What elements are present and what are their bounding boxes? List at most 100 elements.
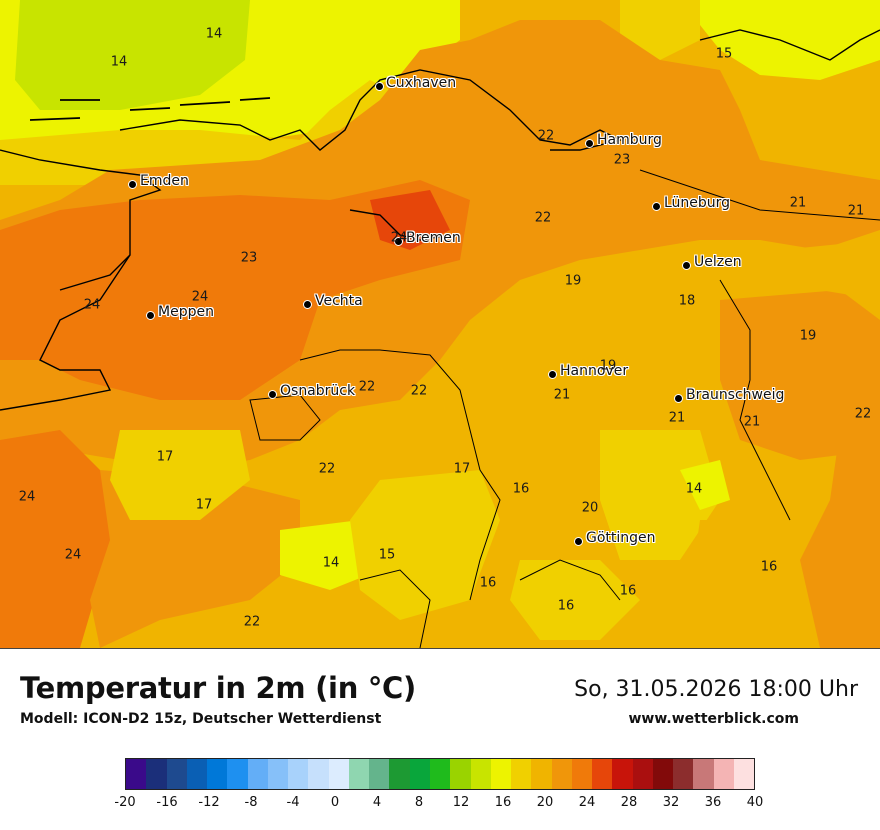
city-dot-bremen xyxy=(394,237,403,246)
legend-tick-label: 12 xyxy=(452,795,470,810)
legend-tick-label: 20 xyxy=(536,795,554,810)
legend-swatch xyxy=(693,759,714,789)
map-value: 22 xyxy=(410,383,428,399)
legend-tick-label: 24 xyxy=(578,795,596,810)
map-value: 16 xyxy=(512,481,530,497)
city-label-meppen: Meppen xyxy=(158,304,214,320)
legend-swatch xyxy=(308,759,329,789)
map-value: 24 xyxy=(83,297,101,313)
legend-swatch xyxy=(531,759,552,789)
map-value: 21 xyxy=(743,414,761,430)
legend-tick-label: 8 xyxy=(414,795,424,810)
map-value: 22 xyxy=(854,406,872,422)
map-value: 17 xyxy=(453,461,471,477)
legend-swatch xyxy=(389,759,410,789)
map-value: 21 xyxy=(668,410,686,426)
map-value: 17 xyxy=(156,449,174,465)
legend-swatch xyxy=(247,759,268,789)
temperature-field xyxy=(0,0,880,648)
city-dot-emden xyxy=(128,180,137,189)
city-dot-cuxhaven xyxy=(375,82,384,91)
legend-tick-label: 32 xyxy=(662,795,680,810)
legend-tick-label: 36 xyxy=(704,795,722,810)
legend-swatch xyxy=(632,759,653,789)
map-value: 20 xyxy=(581,500,599,516)
map-value: 24 xyxy=(64,547,82,563)
legend-swatch xyxy=(328,759,349,789)
city-dot-uelzen xyxy=(682,261,691,270)
legend-swatch xyxy=(470,759,491,789)
city-label-cuxhaven: Cuxhaven xyxy=(386,75,457,91)
legend-swatch xyxy=(186,759,208,789)
legend-tick-label: 40 xyxy=(746,795,764,810)
legend-swatch xyxy=(450,759,471,789)
city-label-emden: Emden xyxy=(140,173,189,189)
city-dot-hannover xyxy=(548,370,557,379)
city-dot-osnabrueck xyxy=(268,390,277,399)
legend-swatch xyxy=(267,759,289,789)
city-label-uelzen: Uelzen xyxy=(694,254,742,270)
legend-tick-label: -4 xyxy=(286,795,300,810)
forecast-datetime: So, 31.05.2026 18:00 Uhr xyxy=(574,677,858,702)
legend-swatch xyxy=(571,759,593,789)
map-title: Temperatur in 2m (in °C) xyxy=(20,671,416,705)
temperature-map xyxy=(0,0,880,649)
legend-swatch xyxy=(369,759,390,789)
website-label: www.wetterblick.com xyxy=(628,711,800,727)
map-value: 15 xyxy=(715,46,733,62)
city-label-lueneburg: Lüneburg xyxy=(664,195,731,211)
map-value: 16 xyxy=(619,583,637,599)
legend-swatch xyxy=(551,759,572,789)
city-dot-meppen xyxy=(146,311,155,320)
color-legend-bar xyxy=(125,758,755,790)
legend-swatch xyxy=(409,759,430,789)
map-value: 24 xyxy=(191,289,209,305)
legend-tick-label: 0 xyxy=(330,795,340,810)
legend-tick-label: -20 xyxy=(114,795,136,810)
legend-tick-label: -8 xyxy=(244,795,258,810)
map-value: 17 xyxy=(195,497,213,513)
map-value: 14 xyxy=(110,54,128,70)
legend-swatch xyxy=(652,759,674,789)
map-value: 22 xyxy=(358,379,376,395)
city-dot-hamburg xyxy=(585,139,594,148)
map-value: 21 xyxy=(789,195,807,211)
city-dot-lueneburg xyxy=(652,202,661,211)
map-value: 22 xyxy=(534,210,552,226)
map-value: 14 xyxy=(322,555,340,571)
map-value: 22 xyxy=(243,614,261,630)
legend-swatch xyxy=(733,759,755,789)
legend-swatch xyxy=(429,759,451,789)
city-label-hamburg: Hamburg xyxy=(597,132,662,148)
legend-swatch xyxy=(612,759,633,789)
map-value: 22 xyxy=(318,461,336,477)
legend-tick-label: -16 xyxy=(156,795,178,810)
city-label-hannover: Hannover xyxy=(560,363,629,379)
legend-tick-label: 4 xyxy=(372,795,382,810)
legend-swatch xyxy=(348,759,370,789)
map-value: 15 xyxy=(378,547,396,563)
city-label-braunschweig: Braunschweig xyxy=(686,387,785,403)
map-value: 21 xyxy=(553,387,571,403)
map-value: 21 xyxy=(847,203,865,219)
city-dot-goettingen xyxy=(574,537,583,546)
map-value: 23 xyxy=(240,250,258,266)
legend-swatch xyxy=(592,759,613,789)
city-label-vechta: Vechta xyxy=(315,293,363,309)
legend-tick-label: 28 xyxy=(620,795,638,810)
legend-swatch xyxy=(490,759,512,789)
legend-swatch xyxy=(713,759,734,789)
map-value: 22 xyxy=(537,128,555,144)
map-value: 16 xyxy=(557,598,575,614)
map-value: 24 xyxy=(390,230,408,246)
map-value: 16 xyxy=(479,575,497,591)
legend-swatch xyxy=(288,759,309,789)
map-value: 19 xyxy=(799,328,817,344)
map-value: 18 xyxy=(678,293,696,309)
legend-swatch xyxy=(673,759,694,789)
legend-swatch xyxy=(126,759,147,789)
city-label-bremen: Bremen xyxy=(406,230,461,246)
map-value: 19 xyxy=(564,273,582,289)
legend-swatch xyxy=(227,759,248,789)
model-info: Modell: ICON-D2 15z, Deutscher Wetterdie… xyxy=(20,711,382,727)
